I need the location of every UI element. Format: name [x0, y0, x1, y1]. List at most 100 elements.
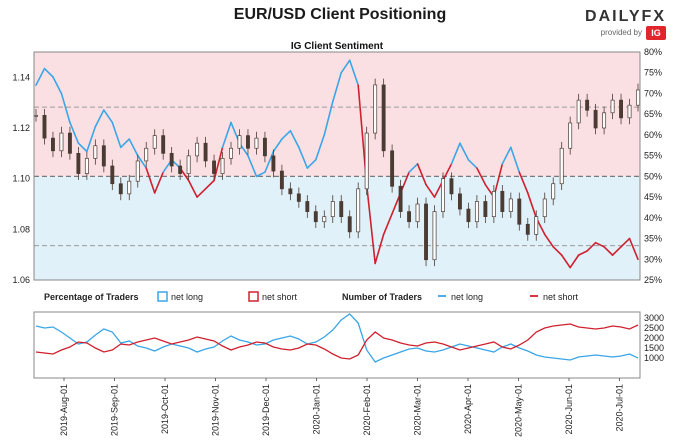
price-candle: [356, 188, 361, 233]
sentiment-segment: [264, 150, 275, 174]
price-candle: [322, 216, 327, 223]
sentiment-segment: [340, 59, 351, 74]
sentiment-segment: [187, 179, 198, 198]
sentiment-segment: [128, 138, 139, 157]
price-candle: [161, 135, 166, 154]
price-candle: [51, 137, 55, 152]
price-candle: [542, 198, 547, 218]
price-candle: [42, 114, 47, 139]
price-candle: [305, 201, 310, 212]
price-candle: [466, 208, 471, 223]
dailyfx-logo: DAILYFX provided by IG: [546, 8, 666, 44]
sentiment-segment: [60, 92, 71, 124]
sentiment-segment: [476, 167, 487, 186]
sentiment-segment: [86, 125, 97, 153]
price-candle: [347, 216, 352, 233]
legend-pct-long-label: net long: [171, 292, 203, 302]
logo-subtext: provided by: [600, 28, 642, 37]
price-candle: [279, 170, 284, 190]
price-tick-label: 1.08: [12, 224, 30, 234]
sentiment-segment: [450, 142, 461, 165]
percent-tick-label: 55%: [644, 151, 662, 161]
price-candle: [568, 122, 573, 149]
price-candle: [152, 135, 157, 149]
price-candle: [373, 84, 378, 134]
sentiment-segment: [552, 246, 563, 256]
price-candle: [449, 178, 454, 195]
sentiment-segment: [620, 237, 631, 248]
x-tick-label: 2020-Apr-01: [463, 384, 473, 434]
price-candle: [330, 201, 335, 218]
x-tick-label: 2019-Aug-01: [59, 384, 69, 436]
percent-tick-label: 70%: [644, 88, 662, 98]
legend-pct-long-swatch: [157, 291, 168, 302]
percent-tick-label: 40%: [644, 213, 662, 223]
price-candle: [483, 201, 488, 218]
x-tick-label: 2019-Dec-01: [261, 384, 271, 436]
legend-num-title: Number of Traders: [342, 292, 422, 302]
x-tick-label: 2020-Jun-01: [564, 384, 574, 435]
legend-pct-short-label: net short: [262, 292, 298, 302]
sentiment-segment: [594, 241, 605, 248]
legend-pct-short-swatch: [248, 291, 259, 302]
sentiment-segment: [306, 158, 317, 169]
main-panel-border: [33, 51, 641, 281]
sentiment-segment: [289, 129, 300, 149]
x-axis: 2019-Aug-01 2019-Sep-01 2019-Oct-01 2019-No…: [59, 378, 625, 437]
sentiment-segment: [323, 100, 334, 136]
price-candle: [169, 152, 174, 167]
price-candle: [313, 211, 318, 223]
price-candle: [525, 223, 530, 235]
price-candle: [288, 188, 293, 195]
price-candle: [296, 193, 301, 202]
price-candle: [534, 216, 539, 235]
sentiment-segment: [611, 246, 622, 256]
price-tick-label: 1.06: [12, 275, 30, 285]
price-candle: [67, 132, 72, 154]
price-candle: [118, 183, 123, 195]
price-candle: [576, 99, 581, 124]
price-candle: [551, 183, 556, 200]
price-candle: [619, 99, 623, 119]
sentiment-segment: [298, 146, 309, 169]
count-tick-label: 3000: [644, 313, 664, 323]
count-tick-label: 2000: [644, 333, 664, 343]
x-tick-label: 2019-Sep-01: [110, 384, 120, 436]
sentiment-segment: [628, 237, 639, 261]
price-candle: [34, 114, 38, 117]
sentiment-segment: [77, 142, 88, 153]
sentiment-segment: [281, 129, 292, 140]
price-candle: [135, 160, 140, 182]
price-candle: [415, 203, 420, 223]
sentiment-segment: [315, 134, 326, 161]
sentiment-title: IG Client Sentiment: [291, 41, 384, 52]
net-short-zone: [34, 52, 640, 177]
price-sentiment-panel: IG Client Sentiment 1.06 1.08 1.10 1.12 1.14 2…: [12, 41, 662, 285]
price-candle: [220, 158, 225, 174]
price-candle: [59, 132, 64, 152]
sentiment-segment: [560, 254, 571, 269]
sentiment-segment: [586, 241, 597, 252]
sentiment-segment: [272, 138, 283, 153]
sentiment-segment: [145, 167, 156, 194]
x-tick-label: 2019-Nov-01: [211, 384, 221, 436]
x-tick-label: 2020-Mar-01: [413, 384, 423, 436]
legend-num-long-label: net long: [451, 292, 483, 302]
percent-tick-label: 50%: [644, 171, 662, 181]
sentiment-segment: [43, 67, 54, 78]
net-short-count-line: [35, 323, 639, 360]
sentiment-segment: [103, 109, 114, 124]
price-candle: [441, 178, 445, 212]
price-candle: [101, 145, 106, 167]
price-candle: [271, 155, 276, 172]
sentiment-segment: [569, 254, 580, 269]
price-candle: [262, 137, 267, 157]
sentiment-segment: [221, 121, 232, 149]
price-candle: [491, 190, 496, 218]
sentiment-segment: [603, 246, 614, 256]
sentiment-segment: [119, 138, 131, 149]
price-candle: [127, 180, 132, 195]
price-candle: [110, 165, 115, 185]
